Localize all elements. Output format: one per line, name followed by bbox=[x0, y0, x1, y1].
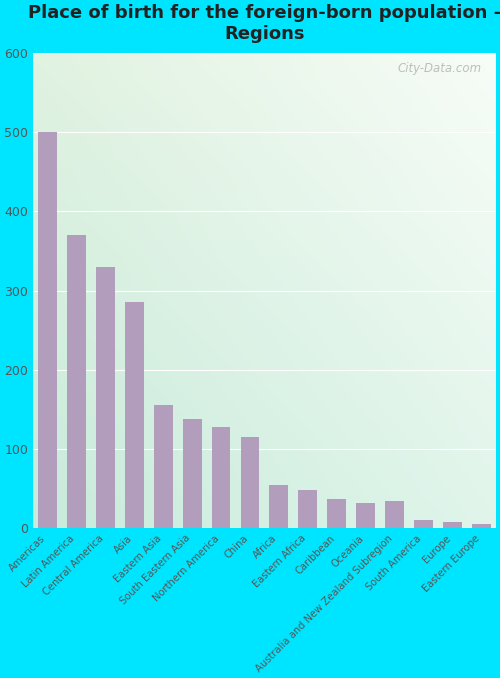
Title: Place of birth for the foreign-born population -
Regions: Place of birth for the foreign-born popu… bbox=[28, 4, 500, 43]
Bar bbox=[414, 520, 433, 528]
Bar bbox=[67, 235, 86, 528]
Bar bbox=[38, 132, 57, 528]
Text: City-Data.com: City-Data.com bbox=[398, 62, 482, 75]
Bar bbox=[125, 302, 144, 528]
Bar bbox=[182, 419, 202, 528]
Bar bbox=[270, 485, 288, 528]
Bar bbox=[298, 490, 317, 528]
Bar bbox=[356, 503, 375, 528]
Bar bbox=[443, 522, 462, 528]
Bar bbox=[212, 427, 231, 528]
Bar bbox=[96, 266, 114, 528]
Bar bbox=[472, 523, 491, 528]
Bar bbox=[328, 499, 346, 528]
Bar bbox=[385, 500, 404, 528]
Bar bbox=[240, 437, 260, 528]
Bar bbox=[154, 405, 172, 528]
